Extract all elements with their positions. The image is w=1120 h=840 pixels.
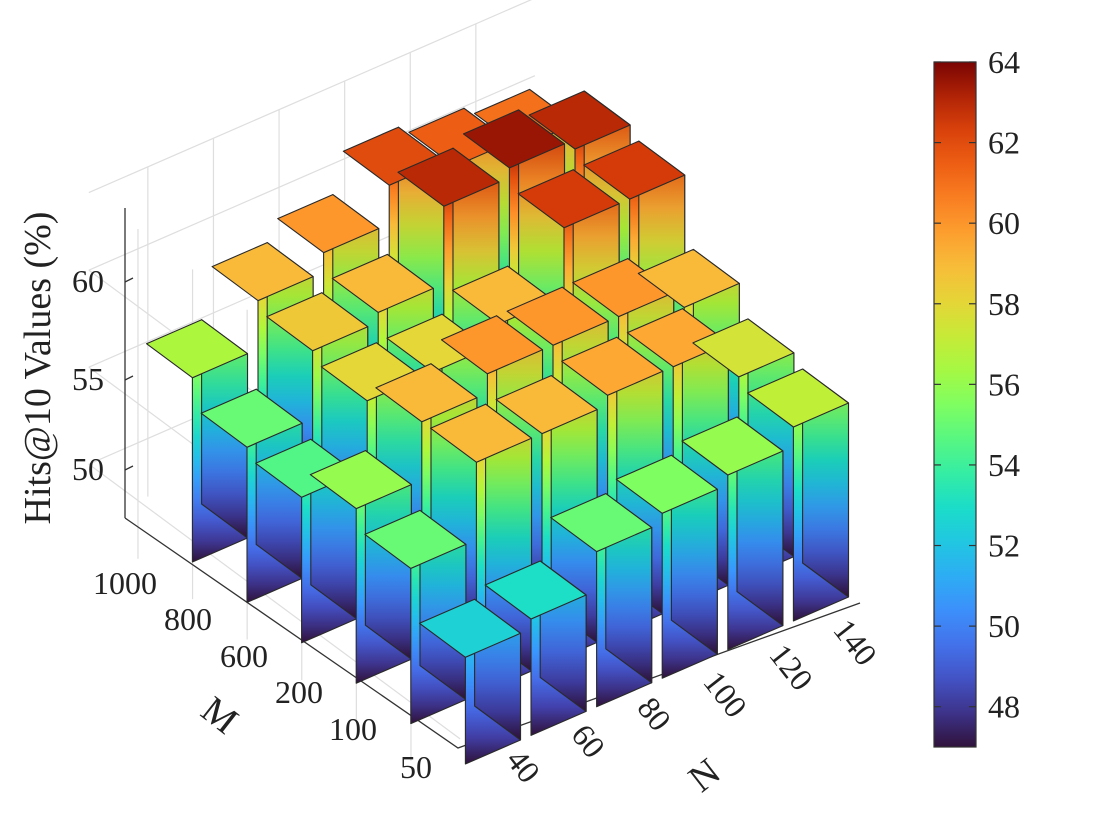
colorbar-tick-label: 62 [988, 125, 1020, 161]
bar-top-face [429, 403, 533, 463]
bar [550, 493, 653, 708]
bar-top-face [517, 169, 620, 229]
bar-top-face [200, 388, 303, 448]
bar-top-face [572, 258, 675, 318]
colorbar-tick-label: 50 [988, 608, 1020, 644]
z-tick-label: 55 [72, 361, 104, 397]
m-tick-label: 100 [329, 711, 377, 747]
bar-top-face [561, 336, 664, 396]
colorbar-tick-label: 54 [988, 447, 1020, 483]
bar-top-face [528, 90, 631, 150]
z-axis-label: Hits@10 Values (%) [17, 212, 59, 525]
colorbar-gradient [933, 61, 977, 748]
colorbar-tick-label: 58 [988, 286, 1020, 322]
bar-top-face [277, 194, 380, 254]
n-tick-label: 120 [762, 637, 820, 697]
grid-line [88, 463, 461, 740]
bar-top-face [550, 493, 653, 553]
bar-top-face [692, 318, 795, 378]
bar [746, 368, 850, 622]
m-tick-label: 200 [275, 674, 323, 710]
n-tick-label: 140 [826, 612, 884, 672]
bar-top-face [375, 363, 478, 423]
bar-top-face [309, 450, 412, 510]
bar [681, 416, 784, 651]
colorbar-tick-label: 64 [988, 44, 1020, 80]
bar-top-face [397, 147, 500, 207]
bar-top-face [637, 248, 740, 308]
m-tick-label: 50 [400, 749, 432, 785]
bar-top-face [462, 109, 566, 169]
x-axis-label: N [681, 751, 728, 801]
n-tick-label: 40 [499, 742, 547, 789]
floor-axes [124, 517, 861, 749]
bar-top-face [506, 286, 609, 346]
colorbar-tick-label: 60 [988, 205, 1020, 241]
z-tick-label: 60 [72, 263, 104, 299]
y-axis-label: M [193, 689, 245, 743]
colorbar: 48 50 52 54 56 58 60 62 64 [933, 44, 1020, 748]
bar-top-face [266, 292, 369, 352]
bar-top-face [484, 560, 587, 620]
z-tick-mark [124, 375, 134, 381]
bars [145, 88, 850, 765]
bar [418, 598, 522, 765]
bar-top-face [440, 315, 544, 375]
m-tick-label: 1000 [93, 565, 157, 601]
bar-top-face [583, 140, 686, 200]
n-tick-label: 100 [696, 664, 754, 724]
colorbar-tick-label: 48 [988, 689, 1020, 725]
z-tick-label: 50 [72, 451, 104, 487]
n-tick-label: 80 [630, 690, 678, 737]
m-tick-label: 600 [220, 638, 268, 674]
z-tick-mark [124, 277, 134, 283]
bar-top-face [746, 368, 850, 428]
m-tick-label: 800 [164, 601, 212, 637]
colorbar-tick-label: 52 [988, 528, 1020, 564]
bar-top-face [145, 319, 249, 379]
bar-top-face [211, 242, 314, 302]
bar-top-face [364, 509, 467, 569]
bar-top-face [418, 598, 522, 658]
bar [615, 454, 718, 679]
colorbar-ticks: 48 50 52 54 56 58 60 62 64 [934, 44, 1020, 725]
grid-line [88, 75, 536, 271]
bar [484, 560, 587, 736]
bar-top-face [331, 253, 434, 313]
bar-top-face [615, 454, 718, 514]
bar [145, 319, 249, 563]
bar-top-face [681, 416, 784, 476]
grid-line [88, 0, 533, 194]
axes [124, 208, 861, 749]
z-tick-mark [124, 465, 134, 471]
bar-top-face [495, 375, 598, 435]
colorbar-tick-label: 56 [988, 366, 1020, 402]
n-tick-label: 60 [564, 717, 612, 764]
